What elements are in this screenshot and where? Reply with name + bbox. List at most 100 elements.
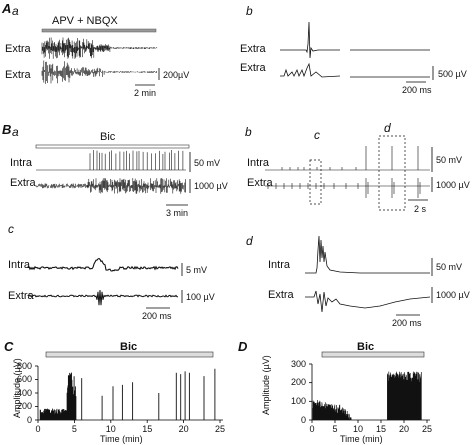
- C-ytick-400: 400: [17, 388, 32, 398]
- Ba-trace2-label: Extra: [10, 177, 37, 189]
- Bb-box-d-label: d: [384, 121, 391, 135]
- D-ylabel: Amplitude (µV): [261, 355, 271, 415]
- Bb-scale-y1-label: 50 mV: [436, 155, 462, 165]
- Aa-trace1-signal: [41, 37, 158, 59]
- panel-Bd-label: d: [246, 234, 253, 248]
- panel-Aa-sublabel: a: [12, 4, 19, 18]
- D-ytick-0: 0: [301, 415, 306, 425]
- D-xtick-5: 5: [332, 424, 337, 434]
- Ba-drug-bar: [35, 144, 190, 149]
- Bb-trace1-signal: [265, 146, 430, 171]
- panel-Ba-sublabel: a: [12, 125, 19, 139]
- Ab-trace2-label: Extra: [240, 62, 267, 74]
- Bb-trace2: [265, 178, 430, 198]
- D-ytick-200: 200: [291, 377, 306, 387]
- Ba-scale-y2-label: 1000 µV: [194, 181, 228, 191]
- panel-C-label: C: [4, 339, 14, 354]
- D-xticks: 0 5 10 15 20 25: [309, 420, 432, 434]
- Aa-trace2-signal: [41, 60, 157, 84]
- Ba-trace2: [35, 178, 186, 194]
- Bc-scale-x-label: 200 ms: [142, 311, 172, 321]
- Bb-box-c: [309, 159, 322, 205]
- C-yticks: 0 200 400 600 800: [17, 361, 38, 425]
- Bd-trace2-label: Extra: [268, 289, 295, 301]
- Aa-trace1: [41, 37, 158, 59]
- Ab-scale-y-label: 500 µV: [438, 69, 467, 79]
- Bb-scale-x-label: 2 s: [414, 204, 427, 214]
- D-xtick-15: 15: [376, 424, 386, 434]
- C-xtick-5: 5: [72, 424, 77, 434]
- Ba-trace1-signal: [36, 150, 186, 171]
- C-ytick-0: 0: [27, 415, 32, 425]
- C-xtick-25: 25: [215, 424, 225, 434]
- Bd-scale-y1-label: 50 mV: [436, 262, 462, 272]
- D-xtick-10: 10: [353, 424, 363, 434]
- Bd-trace1: [305, 235, 430, 274]
- Bc-scale-y2-label: 100 µV: [186, 292, 215, 302]
- Aa-scale-y-label: 200µV: [163, 70, 189, 80]
- panel-A-label: A: [1, 1, 11, 16]
- Bc-trace2-signal: [27, 289, 178, 306]
- Bb-box-c-label: c: [314, 128, 320, 142]
- Bb-scale-y2-label: 1000 µV: [436, 180, 470, 190]
- C-ytick-600: 600: [17, 374, 32, 384]
- Aa-trace1-label: Extra: [5, 43, 32, 55]
- D-drug-label: Bic: [357, 341, 374, 353]
- Aa-scale-x-label: 2 min: [134, 88, 156, 98]
- Bd-trace2: [305, 290, 431, 313]
- C-drug-bar: [45, 351, 214, 358]
- Bc-trace1-signal: [27, 257, 179, 272]
- D-yticks: 0 100 200 300: [291, 359, 312, 425]
- Aa-drug-bar: [41, 28, 157, 33]
- Ab-trace1-pre: [280, 21, 340, 59]
- D-bar-marks: [312, 371, 422, 420]
- Ba-trace2-signal: [35, 178, 186, 194]
- Ba-trace1-label: Intra: [10, 157, 33, 169]
- Aa-trace2: [41, 60, 157, 84]
- Ba-trace1: [36, 150, 186, 171]
- C-xlabel: Time (min): [100, 434, 143, 444]
- C-bars: [39, 368, 216, 420]
- C-xtick-10: 10: [106, 424, 116, 434]
- C-ylabel: Amplitude (µV): [12, 358, 22, 418]
- Bb-trace2-signal: [265, 178, 430, 198]
- Bc-scale-y1-label: 5 mV: [186, 265, 207, 275]
- Bd-trace1-label: Intra: [268, 259, 291, 271]
- D-xtick-0: 0: [309, 424, 314, 434]
- Ab-trace1-label: Extra: [240, 43, 267, 55]
- Bb-trace2-label: Extra: [247, 177, 274, 189]
- Ab-scale-x-label: 200 ms: [402, 85, 432, 95]
- D-drug-bar: [321, 351, 425, 358]
- C-xticks: 0 5 10 15 20 25: [35, 420, 225, 434]
- Ba-scale-x-label: 3 min: [166, 208, 188, 218]
- Bc-trace1-label: Intra: [8, 259, 31, 271]
- Bd-scale-y2-label: 1000 µV: [436, 290, 470, 300]
- C-bar-marks: [39, 368, 216, 420]
- Bb-trace1-label: Intra: [247, 157, 270, 169]
- D-ytick-300: 300: [291, 359, 306, 369]
- Bc-trace2: [27, 289, 178, 306]
- C-drug-label: Bic: [120, 341, 137, 353]
- panel-B-label: B: [2, 122, 11, 137]
- Bd-scale-x-label: 200 ms: [392, 318, 422, 328]
- C-xtick-20: 20: [179, 424, 189, 434]
- Aa-drug-label: APV + NBQX: [52, 15, 118, 27]
- D-xtick-25: 25: [422, 424, 432, 434]
- D-ytick-100: 100: [291, 396, 306, 406]
- Bb-trace1: [265, 146, 430, 171]
- Bc-trace2-label: Extra: [8, 290, 35, 302]
- Ab-trace2-pre: [280, 62, 341, 78]
- Aa-trace2-label: Extra: [5, 69, 32, 81]
- C-ytick-200: 200: [17, 401, 32, 411]
- D-xlabel: Time (min): [340, 434, 383, 444]
- panel-Bb-label: b: [245, 125, 252, 139]
- C-xtick-0: 0: [35, 424, 40, 434]
- Ba-scale-y1-label: 50 mV: [194, 158, 220, 168]
- Bb-box-d: [378, 135, 406, 211]
- panel-D-label: D: [238, 339, 248, 354]
- D-bars: [312, 371, 422, 420]
- C-ytick-800: 800: [17, 361, 32, 371]
- Bc-trace1: [27, 257, 179, 272]
